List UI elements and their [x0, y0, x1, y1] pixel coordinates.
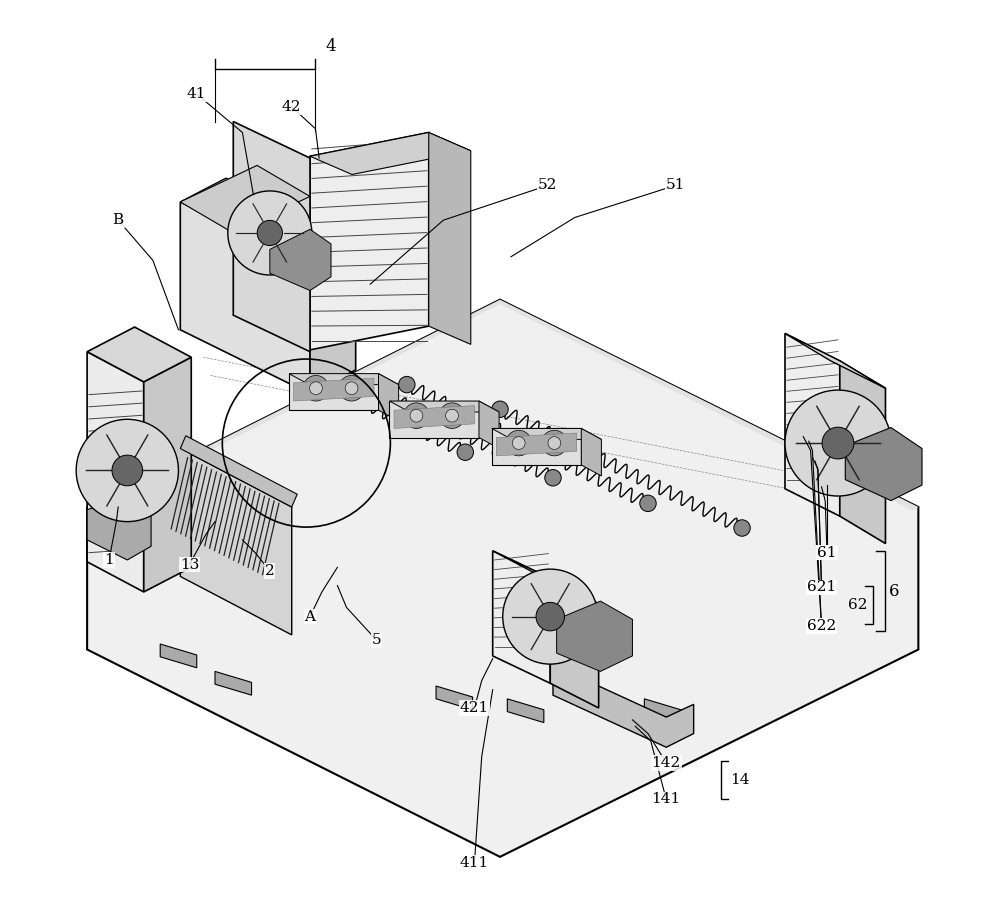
Polygon shape: [270, 230, 331, 290]
Polygon shape: [87, 496, 151, 560]
Circle shape: [399, 377, 415, 392]
Polygon shape: [550, 578, 599, 708]
Polygon shape: [479, 401, 499, 448]
Polygon shape: [310, 132, 471, 175]
Text: 5: 5: [372, 633, 381, 647]
Circle shape: [404, 403, 429, 428]
Circle shape: [303, 376, 329, 401]
Polygon shape: [389, 401, 499, 412]
Polygon shape: [87, 352, 144, 592]
Polygon shape: [492, 428, 601, 439]
Circle shape: [640, 495, 656, 512]
Polygon shape: [144, 357, 191, 592]
Polygon shape: [310, 132, 429, 350]
Circle shape: [345, 382, 358, 394]
Polygon shape: [310, 242, 356, 393]
Polygon shape: [180, 448, 292, 635]
Circle shape: [542, 430, 567, 456]
Text: A: A: [305, 609, 316, 624]
Text: 622: 622: [807, 618, 836, 633]
Circle shape: [785, 390, 891, 496]
Circle shape: [503, 569, 598, 664]
Polygon shape: [160, 644, 197, 668]
Polygon shape: [557, 601, 632, 672]
Polygon shape: [289, 374, 399, 384]
Text: 4: 4: [326, 38, 336, 55]
Polygon shape: [233, 121, 310, 352]
Polygon shape: [180, 202, 310, 393]
Polygon shape: [180, 165, 310, 233]
Text: 411: 411: [460, 857, 489, 870]
Polygon shape: [379, 374, 399, 421]
Circle shape: [548, 437, 561, 449]
Text: 421: 421: [460, 701, 489, 715]
Text: 42: 42: [282, 100, 301, 114]
Circle shape: [305, 351, 321, 368]
Polygon shape: [215, 672, 252, 695]
Polygon shape: [429, 132, 471, 345]
Circle shape: [310, 382, 322, 394]
Circle shape: [536, 602, 564, 630]
Circle shape: [76, 419, 178, 522]
Circle shape: [734, 520, 750, 536]
Polygon shape: [493, 550, 599, 604]
Text: 2: 2: [265, 564, 275, 578]
Polygon shape: [644, 698, 681, 722]
Polygon shape: [436, 686, 473, 709]
Circle shape: [492, 401, 508, 417]
Polygon shape: [840, 361, 885, 543]
Polygon shape: [87, 327, 191, 382]
Polygon shape: [87, 300, 918, 511]
Circle shape: [257, 221, 282, 245]
Text: 41: 41: [187, 87, 206, 101]
Circle shape: [410, 409, 423, 422]
Polygon shape: [492, 428, 581, 465]
Circle shape: [512, 437, 525, 449]
Text: 61: 61: [817, 546, 837, 560]
Polygon shape: [87, 300, 918, 857]
Text: 14: 14: [730, 773, 750, 787]
Polygon shape: [389, 401, 479, 437]
Circle shape: [545, 470, 561, 486]
Polygon shape: [581, 428, 601, 476]
Polygon shape: [289, 374, 379, 410]
Text: 142: 142: [652, 755, 681, 770]
Text: 622: 622: [807, 618, 836, 633]
Polygon shape: [571, 681, 608, 704]
Circle shape: [822, 427, 854, 459]
Polygon shape: [294, 379, 374, 401]
Polygon shape: [394, 405, 474, 428]
Circle shape: [457, 444, 474, 460]
Circle shape: [439, 403, 465, 428]
Text: 621: 621: [807, 581, 836, 595]
Polygon shape: [496, 433, 577, 456]
Text: 51: 51: [666, 178, 685, 192]
Circle shape: [216, 325, 232, 342]
Text: 52: 52: [538, 178, 557, 192]
Text: 6: 6: [889, 583, 900, 599]
Polygon shape: [785, 334, 885, 388]
Circle shape: [446, 409, 458, 422]
Text: 61: 61: [817, 546, 837, 560]
Text: 13: 13: [180, 558, 199, 572]
Circle shape: [339, 376, 364, 401]
Polygon shape: [180, 436, 297, 507]
Circle shape: [506, 430, 532, 456]
Text: 1: 1: [104, 553, 114, 567]
Circle shape: [228, 191, 312, 275]
Text: B: B: [113, 213, 124, 227]
Text: 621: 621: [807, 581, 836, 595]
Polygon shape: [180, 178, 356, 266]
Polygon shape: [553, 665, 694, 747]
Text: 62: 62: [848, 597, 868, 612]
Text: 141: 141: [652, 792, 681, 806]
Polygon shape: [845, 427, 922, 501]
Polygon shape: [507, 698, 544, 722]
Circle shape: [112, 455, 143, 486]
Polygon shape: [493, 550, 550, 684]
Polygon shape: [785, 334, 840, 516]
